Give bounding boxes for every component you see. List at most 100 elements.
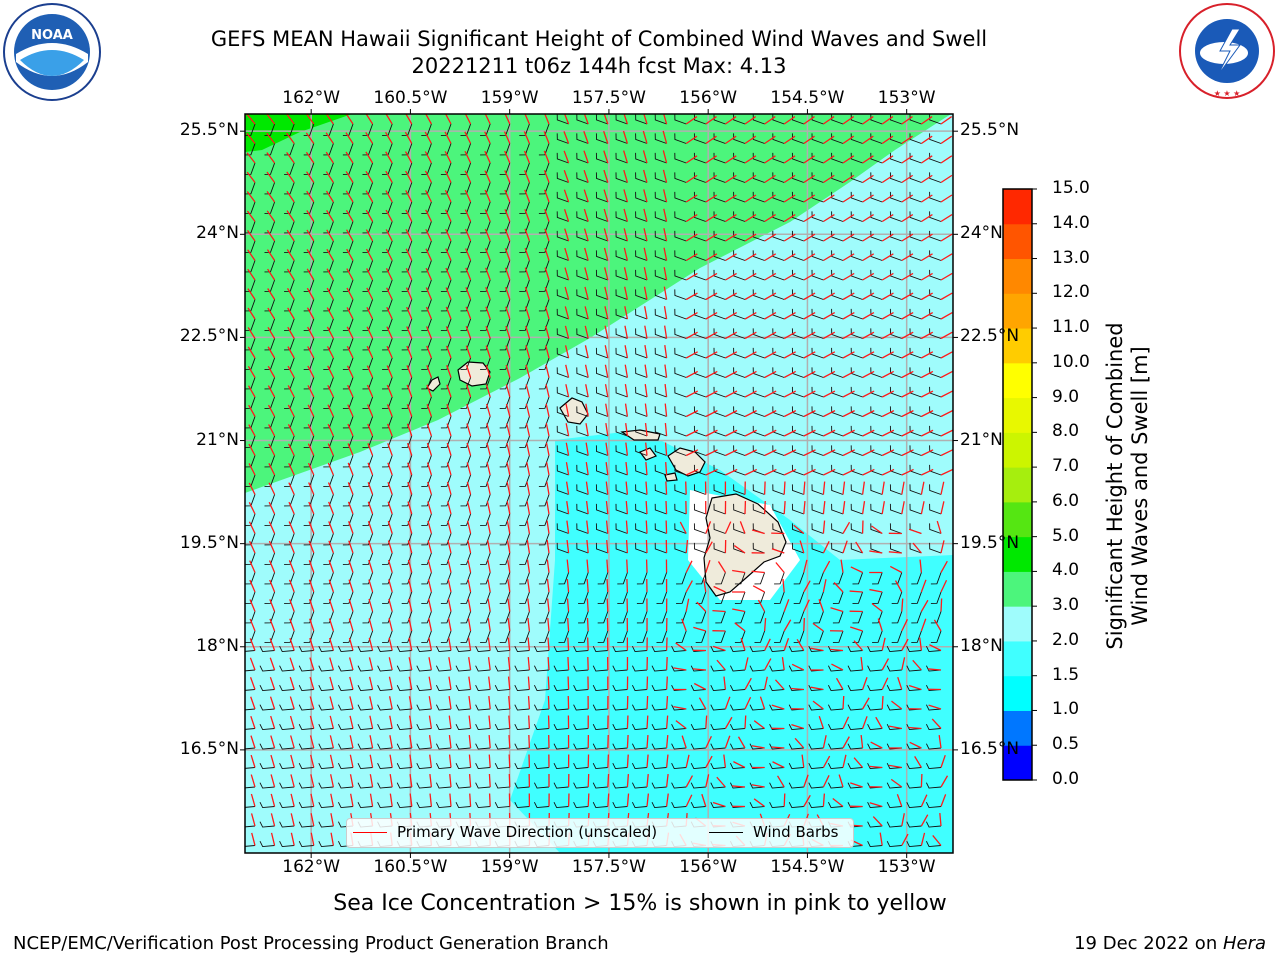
wind-barb-975 xyxy=(298,645,314,653)
wind-barb-177 xyxy=(889,191,902,203)
wave-arrow-1219 xyxy=(853,757,864,768)
wave-arrow-143 xyxy=(940,174,953,184)
wave-arrow-560 xyxy=(644,403,648,417)
wave-arrow-910 xyxy=(447,598,452,612)
wave-arrow-1080 xyxy=(250,696,256,710)
colorbar-segment-1 xyxy=(1003,710,1032,746)
wind-barb-1223 xyxy=(925,762,942,770)
wind-barb-1144 xyxy=(788,723,804,731)
wind-barb-1288 xyxy=(788,801,804,809)
wind-barb-1208 xyxy=(631,762,648,770)
wind-barb-664 xyxy=(556,464,569,476)
wave-arrow-292 xyxy=(326,268,334,281)
wave-arrow-774 xyxy=(605,520,609,534)
wave-arrow-886 xyxy=(685,580,693,593)
wave-arrow-701 xyxy=(585,481,589,495)
wave-arrow-435 xyxy=(307,346,315,359)
wind-barb-1054 xyxy=(435,684,452,692)
wind-barb-288 xyxy=(245,279,256,292)
wave-arrow-150 xyxy=(365,190,374,203)
wave-arrow-1109 xyxy=(812,700,824,710)
wind-barb-916 xyxy=(558,611,570,624)
wave-arrow-857 xyxy=(822,560,831,573)
wind-barb-1044 xyxy=(245,689,256,691)
wave-arrow-47 xyxy=(464,131,472,144)
wind-barb-108 xyxy=(245,182,256,195)
wind-barb-877 xyxy=(499,591,511,604)
wave-arrow-899 xyxy=(940,579,948,593)
wind-barb-589 xyxy=(499,435,511,448)
colorbar-segment-13 xyxy=(1003,293,1032,329)
wave-arrow-61 xyxy=(744,135,757,145)
wave-arrow-643 xyxy=(862,449,875,457)
wave-arrow-313 xyxy=(744,272,757,281)
wind-barb-915 xyxy=(538,611,550,624)
wave-arrow-978 xyxy=(368,637,374,651)
wave-arrow-217 xyxy=(266,229,276,242)
wave-arrow-754 xyxy=(920,501,925,515)
wind-barb-973 xyxy=(259,645,275,653)
wave-arrow-244 xyxy=(803,233,816,242)
wind-barb-372 xyxy=(480,318,491,331)
wind-barb-996 xyxy=(710,645,726,653)
wave-arrow-587 xyxy=(466,423,472,437)
wave-arrow-267 xyxy=(544,247,550,261)
wave-arrow-1208 xyxy=(646,754,649,768)
wave-arrow-1215 xyxy=(772,761,785,769)
wind-barb-1046 xyxy=(279,684,295,692)
lon-label-bottom-1: 160.5°W xyxy=(373,857,448,877)
wave-arrow-439 xyxy=(386,345,393,359)
wind-barb-418 xyxy=(674,328,687,339)
wind-barb-692 xyxy=(401,494,413,507)
wave-arrow-756 xyxy=(248,521,256,534)
wind-barb-1280 xyxy=(631,801,648,809)
wind-barb-336 xyxy=(480,299,491,312)
colorbar-segment-5 xyxy=(1003,571,1032,607)
wind-barb-61 xyxy=(733,133,746,144)
wave-arrow-21 xyxy=(663,114,668,125)
wind-barb-123 xyxy=(538,182,550,195)
wave-arrow-240 xyxy=(725,233,737,242)
wave-arrow-733 xyxy=(506,501,511,515)
wave-arrow-815 xyxy=(705,541,713,554)
wave-arrow-590 xyxy=(525,423,531,437)
wave-arrow-662 xyxy=(526,462,531,476)
wave-arrow-1003 xyxy=(853,640,864,651)
wind-barb-597 xyxy=(654,425,667,437)
wave-arrow-935 xyxy=(940,598,943,612)
wind-barb-851 xyxy=(695,572,707,585)
wave-arrow-181 xyxy=(266,210,276,222)
wave-arrow-729 xyxy=(427,501,433,515)
wave-arrow-1119 xyxy=(309,715,315,729)
wind-barb-275 xyxy=(693,250,706,261)
wind-barb-1133 xyxy=(573,723,589,731)
wave-arrow-2 xyxy=(285,114,295,125)
wind-barb-1217 xyxy=(808,762,824,770)
wind-barb-903 xyxy=(303,611,315,624)
wind-barb-889 xyxy=(734,591,746,604)
wind-barb-1068 xyxy=(710,684,726,692)
wave-arrow-1011 xyxy=(309,657,315,671)
wave-arrow-1155 xyxy=(309,735,315,749)
wind-barb-1276 xyxy=(553,801,569,809)
wind-barb-845 xyxy=(578,572,589,585)
wind-barb-1097 xyxy=(573,704,589,711)
wave-arrow-1281 xyxy=(665,793,669,807)
wind-barb-346 xyxy=(674,289,687,300)
wave-direction-legend-label: Primary Wave Direction (unscaled) xyxy=(397,823,658,841)
wave-arrow-355 xyxy=(862,292,875,301)
wave-arrow-1123 xyxy=(389,715,393,729)
wave-arrow-1234 xyxy=(449,773,452,788)
wind-barb-1333 xyxy=(259,840,275,848)
wave-arrow-443 xyxy=(465,345,472,359)
wind-barb-34 xyxy=(909,114,922,125)
wave-arrow-101 xyxy=(823,155,835,164)
wave-arrow-402 xyxy=(366,326,374,339)
wind-barb-26 xyxy=(752,114,765,125)
wind-barb-1083 xyxy=(298,704,314,711)
wave-arrow-290 xyxy=(286,268,295,281)
wind-barb-897 xyxy=(891,591,903,604)
wave-arrow-383 xyxy=(705,312,718,320)
wave-arrow-220 xyxy=(326,229,334,242)
wind-barb-254 xyxy=(284,260,295,273)
